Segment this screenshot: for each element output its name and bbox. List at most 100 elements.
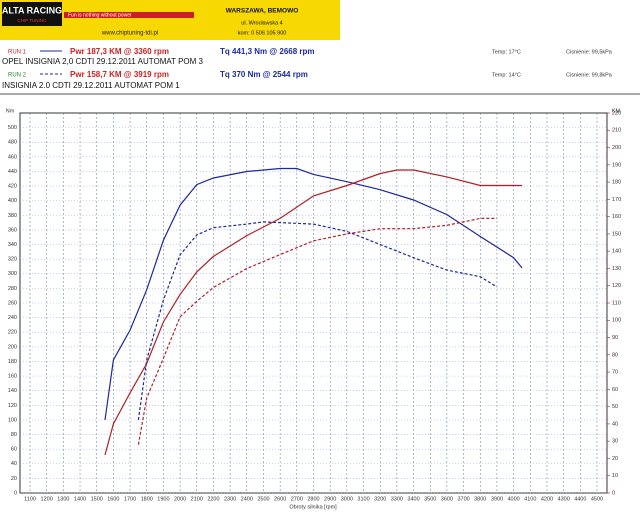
x-tick-label: 1500 bbox=[91, 496, 103, 502]
x-axis-label: Obroty silnika [rpm] bbox=[289, 504, 337, 510]
y-tick-label: 300 bbox=[8, 271, 17, 277]
y2-tick-label: 80 bbox=[612, 352, 618, 358]
series-line bbox=[104, 167, 523, 420]
x-tick-label: 1900 bbox=[157, 496, 169, 502]
logo-sub: CHIP TUNING bbox=[17, 18, 47, 23]
y2-tick-label: 40 bbox=[612, 421, 618, 427]
run-car: OPEL INSIGNIA 2,0 CDTI 29.12.2011 AUTOMA… bbox=[2, 57, 204, 66]
x-tick-label: 3600 bbox=[441, 496, 453, 502]
x-tick-label: 2500 bbox=[257, 496, 269, 502]
series-line bbox=[137, 221, 498, 420]
y2-tick-label: 220 bbox=[612, 110, 621, 116]
x-tick-label: 2100 bbox=[191, 496, 203, 502]
y-tick-label: 360 bbox=[8, 227, 17, 233]
y-tick-label: 340 bbox=[8, 242, 17, 248]
y2-axis-label: KM bbox=[612, 108, 621, 114]
run-label: RUN 2 bbox=[8, 73, 27, 79]
y2-tick-label: 90 bbox=[612, 335, 618, 341]
y2-tick-label: 190 bbox=[612, 162, 621, 168]
y2-tick-label: 170 bbox=[612, 197, 621, 203]
run-pressure: Cisnienie: 99,5kPa bbox=[566, 49, 613, 55]
y2-tick-label: 10 bbox=[612, 473, 618, 479]
x-tick-label: 4400 bbox=[574, 496, 586, 502]
y-tick-label: 320 bbox=[8, 257, 17, 263]
y-tick-label: 160 bbox=[8, 374, 17, 380]
slogan-bar bbox=[64, 12, 194, 18]
x-tick-label: 2600 bbox=[274, 496, 286, 502]
phone: kom: 0 506 105 900 bbox=[238, 30, 287, 36]
y-tick-label: 460 bbox=[8, 154, 17, 160]
y-tick-label: 60 bbox=[11, 447, 17, 453]
y-tick-label: 280 bbox=[8, 286, 17, 292]
y-tick-label: 120 bbox=[8, 403, 17, 409]
x-tick-label: 3700 bbox=[457, 496, 469, 502]
city: WARSZAWA, BEMOWO bbox=[226, 8, 299, 15]
y-tick-label: 260 bbox=[8, 300, 17, 306]
y2-tick-label: 0 bbox=[612, 490, 615, 496]
y-tick-label: 220 bbox=[8, 330, 17, 336]
x-tick-label: 3300 bbox=[391, 496, 403, 502]
y-tick-label: 140 bbox=[8, 388, 17, 394]
y-tick-label: 500 bbox=[8, 125, 17, 131]
x-tick-label: 3800 bbox=[474, 496, 486, 502]
y-tick-label: 200 bbox=[8, 344, 17, 350]
y2-tick-label: 100 bbox=[612, 318, 621, 324]
series-line bbox=[137, 217, 497, 445]
slogan: Fun is nothing without power bbox=[68, 12, 132, 18]
y-tick-label: 380 bbox=[8, 213, 17, 219]
street: ul. Wrocławska 4 bbox=[241, 20, 282, 26]
run-power: Pwr 187,3 KM @ 3360 rpm bbox=[70, 47, 169, 56]
run-pressure: Cisnienie: 99,8kPa bbox=[566, 72, 613, 78]
x-tick-label: 3000 bbox=[341, 496, 353, 502]
y2-tick-label: 70 bbox=[612, 370, 618, 376]
x-tick-label: 1700 bbox=[124, 496, 136, 502]
y2-tick-label: 60 bbox=[612, 387, 618, 393]
run-temp: Temp: 14°C bbox=[492, 72, 521, 78]
y-tick-label: 100 bbox=[8, 417, 17, 423]
y-tick-label: 420 bbox=[8, 184, 17, 190]
logo-box bbox=[2, 2, 62, 26]
x-tick-label: 1600 bbox=[107, 496, 119, 502]
run-label: RUN 1 bbox=[8, 50, 27, 56]
x-tick-label: 1400 bbox=[74, 496, 86, 502]
x-tick-label: 3500 bbox=[424, 496, 436, 502]
y2-tick-label: 160 bbox=[612, 214, 621, 220]
y-tick-label: 40 bbox=[11, 461, 17, 467]
y-tick-label: 180 bbox=[8, 359, 17, 365]
x-tick-label: 3100 bbox=[357, 496, 369, 502]
y-tick-label: 0 bbox=[14, 490, 17, 496]
x-tick-label: 1300 bbox=[57, 496, 69, 502]
x-tick-label: 1100 bbox=[24, 496, 36, 502]
y2-tick-label: 120 bbox=[612, 283, 621, 289]
x-tick-label: 2000 bbox=[174, 496, 186, 502]
y2-tick-label: 200 bbox=[612, 145, 621, 151]
x-tick-label: 1200 bbox=[41, 496, 53, 502]
y-tick-label: 20 bbox=[11, 476, 17, 482]
y2-tick-label: 110 bbox=[612, 300, 621, 306]
x-tick-label: 4200 bbox=[541, 496, 553, 502]
x-tick-label: 2400 bbox=[241, 496, 253, 502]
y2-tick-label: 50 bbox=[612, 404, 618, 410]
url: www.chiptuning-tdi.pl bbox=[101, 31, 158, 37]
x-tick-label: 1800 bbox=[141, 496, 153, 502]
x-tick-label: 2900 bbox=[324, 496, 336, 502]
x-tick-label: 4000 bbox=[507, 496, 519, 502]
x-tick-label: 2300 bbox=[224, 496, 236, 502]
x-tick-label: 2700 bbox=[291, 496, 303, 502]
y2-tick-label: 210 bbox=[612, 128, 621, 134]
y-axis-label: Nm bbox=[6, 108, 15, 114]
x-tick-label: 3900 bbox=[491, 496, 503, 502]
x-tick-label: 3400 bbox=[407, 496, 419, 502]
y2-tick-label: 130 bbox=[612, 266, 621, 272]
x-tick-label: 4300 bbox=[558, 496, 570, 502]
x-tick-label: 3200 bbox=[374, 496, 386, 502]
y2-tick-label: 180 bbox=[612, 180, 621, 186]
y2-tick-label: 150 bbox=[612, 231, 621, 237]
run-torque: Tq 441,3 Nm @ 2668 rpm bbox=[220, 47, 315, 56]
series-line bbox=[104, 169, 522, 456]
x-tick-label: 2800 bbox=[307, 496, 319, 502]
y-tick-label: 440 bbox=[8, 169, 17, 175]
y-tick-label: 400 bbox=[8, 198, 17, 204]
y-tick-label: 240 bbox=[8, 315, 17, 321]
